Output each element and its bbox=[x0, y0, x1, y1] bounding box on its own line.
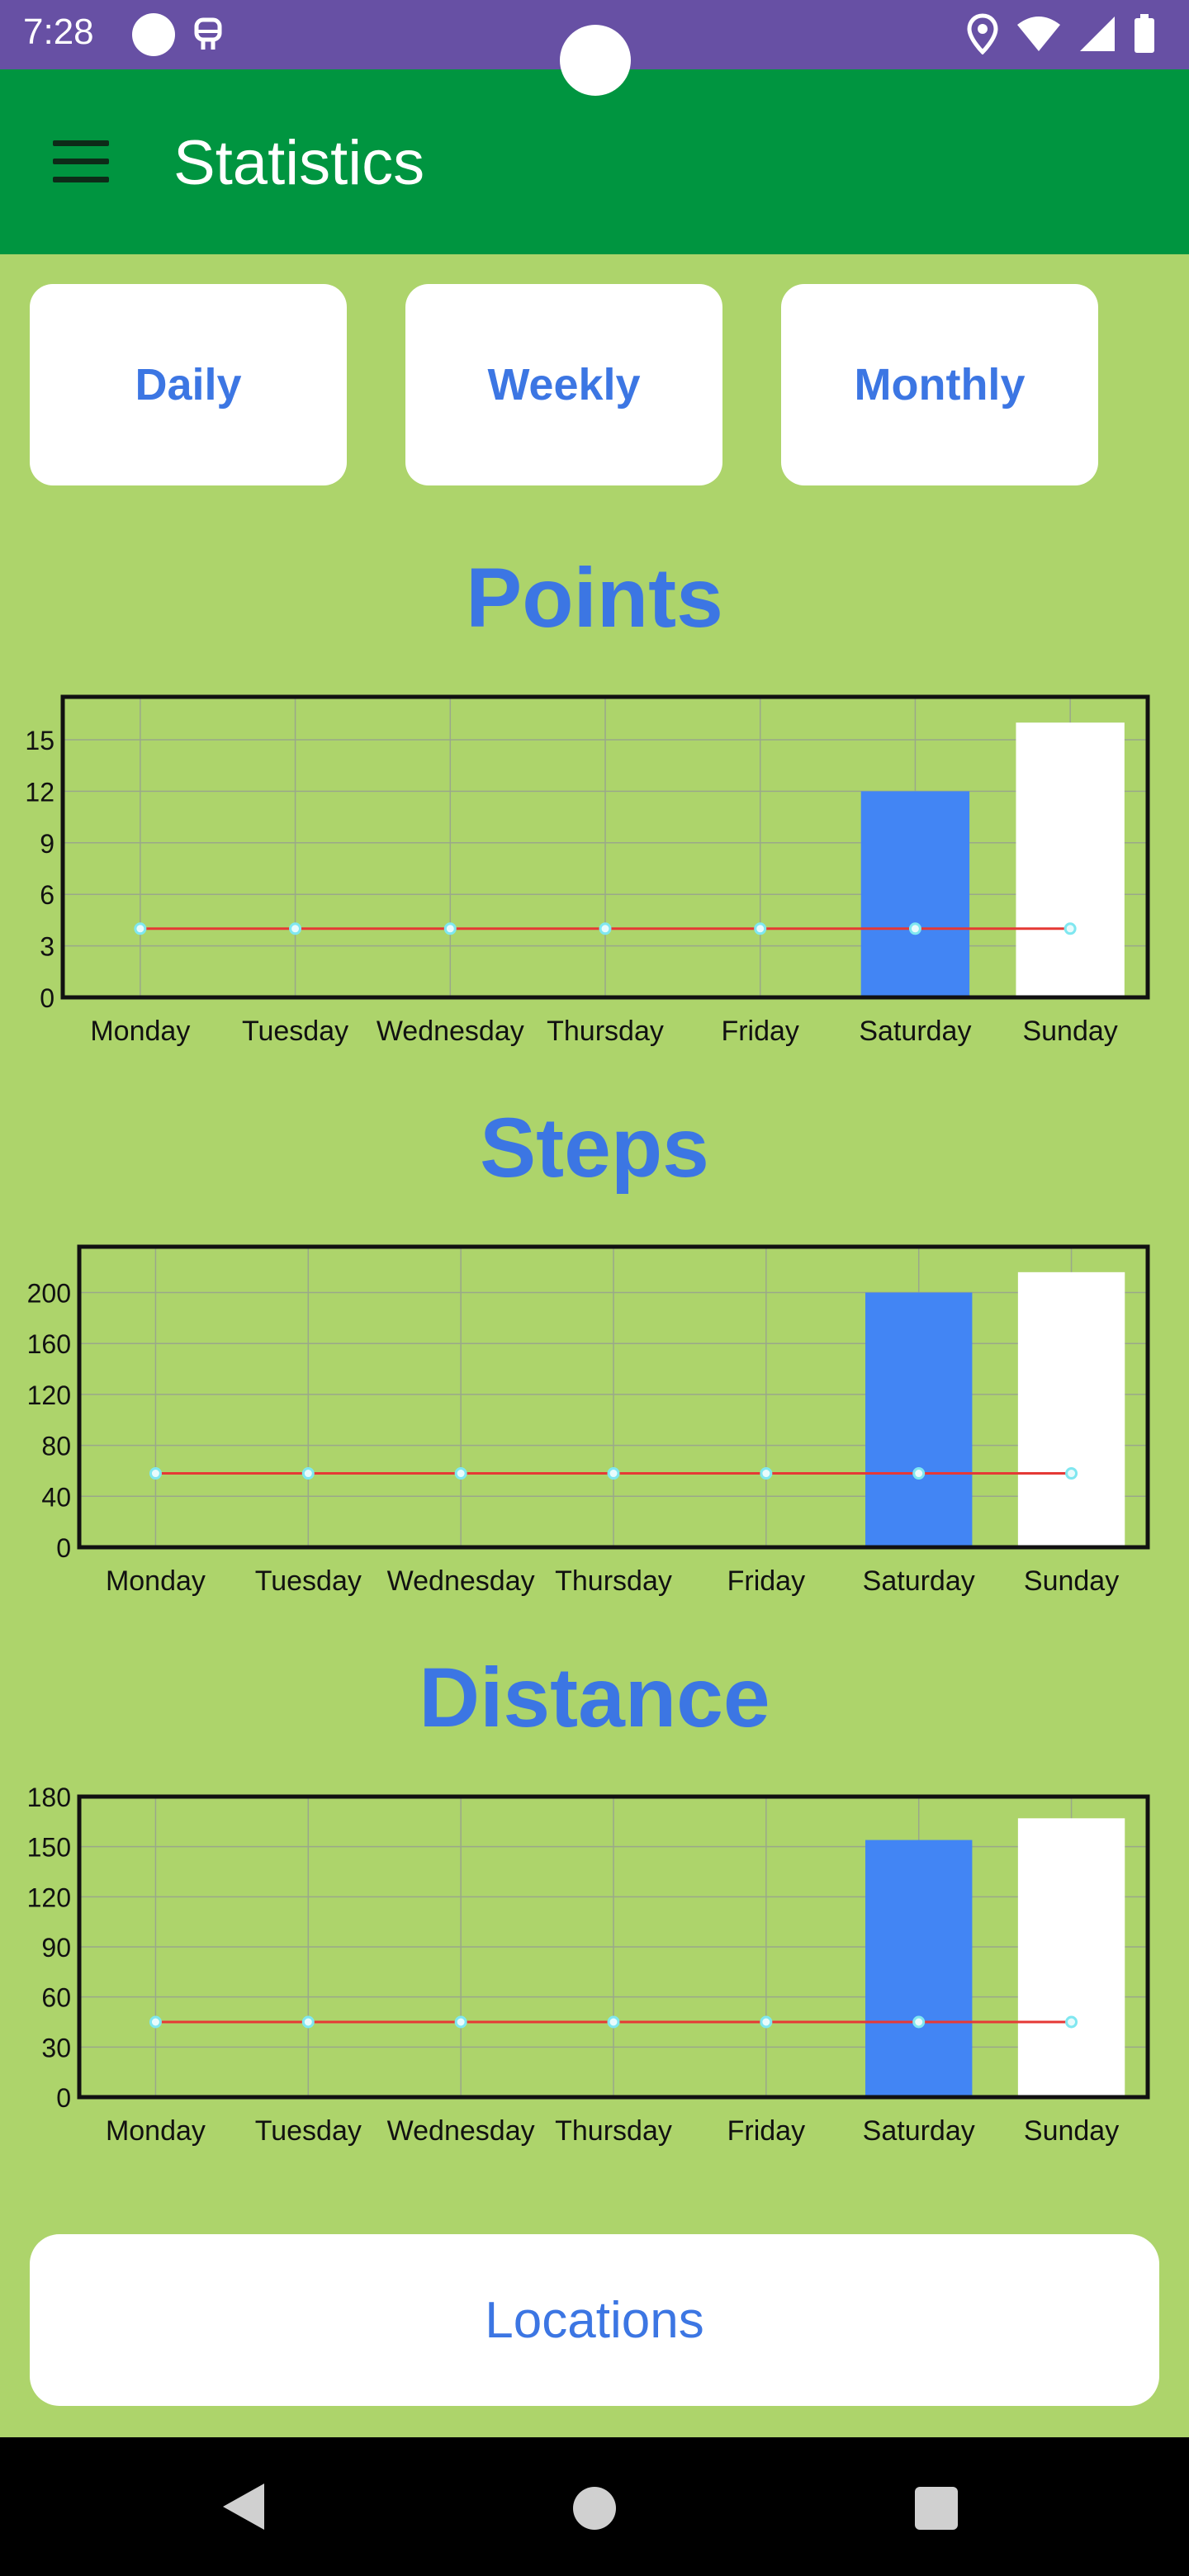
x-tick-label: Friday bbox=[727, 1565, 805, 1597]
x-tick-label: Wednesday bbox=[387, 1565, 535, 1597]
points-title: Points bbox=[466, 551, 723, 645]
x-tick-label: Wednesday bbox=[387, 2115, 535, 2147]
locations-button[interactable]: Locations bbox=[30, 2234, 1159, 2406]
x-tick-label: Saturday bbox=[863, 2115, 975, 2147]
navigation-bar bbox=[0, 2437, 1189, 2576]
bar-saturday bbox=[865, 1840, 973, 2097]
line-point bbox=[301, 1467, 315, 1480]
y-tick-label: 0 bbox=[40, 983, 54, 1013]
y-tick-label: 0 bbox=[56, 2083, 71, 2113]
y-tick-label: 30 bbox=[41, 2033, 71, 2062]
monthly-button[interactable]: Monthly bbox=[781, 284, 1098, 485]
y-tick-label: 180 bbox=[27, 1785, 71, 1812]
bar-sunday bbox=[1017, 1818, 1125, 2097]
distance-chart: 0 30 60 90 120 150 180 Monday Tuesday Wednesday Th… bbox=[27, 1785, 1150, 2147]
y-tick-label: 90 bbox=[41, 1933, 71, 1963]
line-point bbox=[301, 2015, 315, 2029]
line-point bbox=[607, 2015, 620, 2029]
line-point bbox=[599, 922, 612, 935]
x-tick-label: Tuesday bbox=[255, 2115, 362, 2147]
status-left-icons bbox=[132, 13, 225, 56]
x-tick-label: Tuesday bbox=[255, 1565, 362, 1597]
signal-icon bbox=[1080, 17, 1115, 51]
chart-frame bbox=[77, 1794, 1150, 2100]
x-tick-label: Saturday bbox=[863, 1565, 975, 1597]
line-point bbox=[1063, 922, 1077, 935]
bar-saturday bbox=[860, 791, 970, 997]
line-point bbox=[149, 2015, 162, 2029]
x-tick-label: Sunday bbox=[1024, 2115, 1119, 2147]
steps-chart: 0 40 80 120 160 200 Monday Tuesday Wednesday Thur… bbox=[27, 1244, 1150, 1597]
line-point bbox=[1065, 1467, 1078, 1480]
x-tick-label: Saturday bbox=[859, 1016, 971, 1047]
x-tick-label: Wednesday bbox=[377, 1016, 524, 1047]
battery-icon bbox=[1135, 14, 1154, 53]
status-time: 7:28 bbox=[23, 12, 94, 52]
robot-icon bbox=[194, 17, 222, 50]
line-point bbox=[607, 1467, 620, 1480]
x-tick-label: Tuesday bbox=[242, 1016, 348, 1047]
y-tick-label: 9 bbox=[40, 829, 54, 859]
y-tick-label: 3 bbox=[40, 932, 54, 962]
line-point bbox=[908, 922, 921, 935]
y-tick-label: 160 bbox=[27, 1329, 71, 1359]
y-tick-label: 150 bbox=[27, 1833, 71, 1863]
x-tick-label: Thursday bbox=[555, 1565, 672, 1597]
home-icon[interactable] bbox=[573, 2487, 616, 2530]
x-tick-label: Monday bbox=[90, 1016, 190, 1047]
chart-frame bbox=[77, 1244, 1150, 1550]
line-point bbox=[1065, 2015, 1078, 2029]
y-tick-label: 0 bbox=[56, 1533, 71, 1563]
range-buttons: Daily Weekly Monthly bbox=[30, 284, 1100, 485]
points-chart: 0 3 6 9 12 15 Monday Tuesday Wednesday Thursday Fr… bbox=[25, 694, 1150, 1047]
line-point bbox=[149, 1467, 162, 1480]
page-title: Statistics bbox=[173, 128, 425, 198]
x-tick-label: Monday bbox=[106, 2115, 206, 2147]
dot-icon bbox=[132, 13, 175, 56]
line-point bbox=[754, 922, 767, 935]
x-tick-label: Sunday bbox=[1024, 1565, 1119, 1597]
bar-sunday bbox=[1017, 1271, 1125, 1547]
y-tick-label: 60 bbox=[41, 1983, 71, 2013]
app-bar: Statistics bbox=[0, 69, 1189, 254]
bar-sunday bbox=[1016, 722, 1125, 997]
recents-icon[interactable] bbox=[915, 2487, 958, 2530]
wifi-icon bbox=[1017, 17, 1060, 51]
line-point bbox=[912, 1467, 926, 1480]
daily-button[interactable]: Daily bbox=[30, 284, 347, 485]
line-point bbox=[454, 2015, 467, 2029]
x-tick-label: Thursday bbox=[547, 1016, 664, 1047]
steps-title: Steps bbox=[480, 1101, 709, 1195]
hamburger-menu-icon[interactable] bbox=[53, 140, 109, 183]
line-point bbox=[454, 1467, 467, 1480]
line-point bbox=[134, 922, 147, 935]
x-tick-label: Thursday bbox=[555, 2115, 672, 2147]
bar-saturday bbox=[865, 1292, 973, 1547]
y-tick-label: 12 bbox=[25, 777, 54, 807]
y-tick-label: 80 bbox=[41, 1432, 71, 1461]
y-tick-label: 200 bbox=[27, 1279, 71, 1309]
location-icon bbox=[967, 13, 998, 54]
x-tick-label: Friday bbox=[721, 1016, 798, 1047]
line-point bbox=[443, 922, 457, 935]
status-right-icons bbox=[966, 13, 1156, 54]
line-point bbox=[289, 922, 302, 935]
y-tick-label: 120 bbox=[27, 1882, 71, 1912]
y-tick-label: 15 bbox=[25, 726, 54, 755]
y-tick-label: 40 bbox=[41, 1482, 71, 1512]
x-tick-label: Sunday bbox=[1022, 1016, 1117, 1047]
weekly-button[interactable]: Weekly bbox=[405, 284, 722, 485]
y-tick-label: 120 bbox=[27, 1380, 71, 1410]
chart-frame bbox=[60, 694, 1150, 1000]
line-point bbox=[760, 1467, 773, 1480]
line-point bbox=[760, 2015, 773, 2029]
x-tick-label: Friday bbox=[727, 2115, 805, 2147]
y-tick-label: 6 bbox=[40, 880, 54, 910]
line-point bbox=[912, 2015, 926, 2029]
camera-cutout bbox=[560, 25, 631, 96]
back-icon[interactable] bbox=[223, 2484, 264, 2530]
x-tick-label: Monday bbox=[106, 1565, 206, 1597]
distance-title: Distance bbox=[419, 1650, 770, 1745]
